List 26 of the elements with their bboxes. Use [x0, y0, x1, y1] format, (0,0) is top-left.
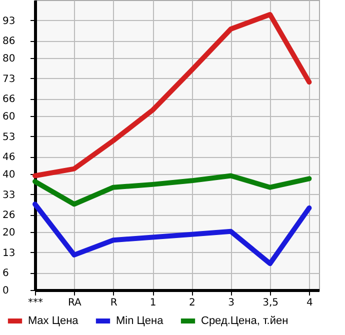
legend-label: Сред.Цена, т.йен: [201, 315, 288, 327]
y-tick-label: 6: [2, 268, 9, 280]
y-tick-label: 33: [2, 190, 16, 201]
y-tick-label: 0: [2, 286, 9, 296]
legend-label: Max Цена: [28, 315, 80, 327]
x-tick-label: 3: [228, 298, 235, 308]
x-tick-label: ***: [28, 298, 43, 308]
x-tick-label: R: [110, 298, 118, 308]
x-tick-label: 1: [150, 298, 156, 308]
y-tick-label: 20: [2, 228, 16, 238]
y-tick-label: 80: [2, 54, 16, 64]
y-tick-label: 60: [2, 112, 16, 122]
y-tick-label: 73: [2, 74, 16, 85]
y-tick-label: 26: [2, 210, 16, 222]
y-tick-label: 86: [2, 36, 16, 48]
y-tick-label: 53: [2, 132, 16, 143]
x-tick-label: 3,5: [262, 298, 278, 308]
y-tick-label: 46: [2, 152, 16, 164]
y-tick-label: 40: [2, 170, 16, 180]
legend-label: Min Цена: [116, 315, 164, 327]
x-tick-label: RA: [68, 298, 82, 308]
x-tick-label: 4: [306, 298, 313, 308]
y-tick-label: 93: [2, 16, 16, 27]
y-tick-label: 13: [2, 248, 16, 259]
y-tick-label: 66: [2, 94, 16, 106]
x-tick-label: 2: [189, 298, 196, 308]
